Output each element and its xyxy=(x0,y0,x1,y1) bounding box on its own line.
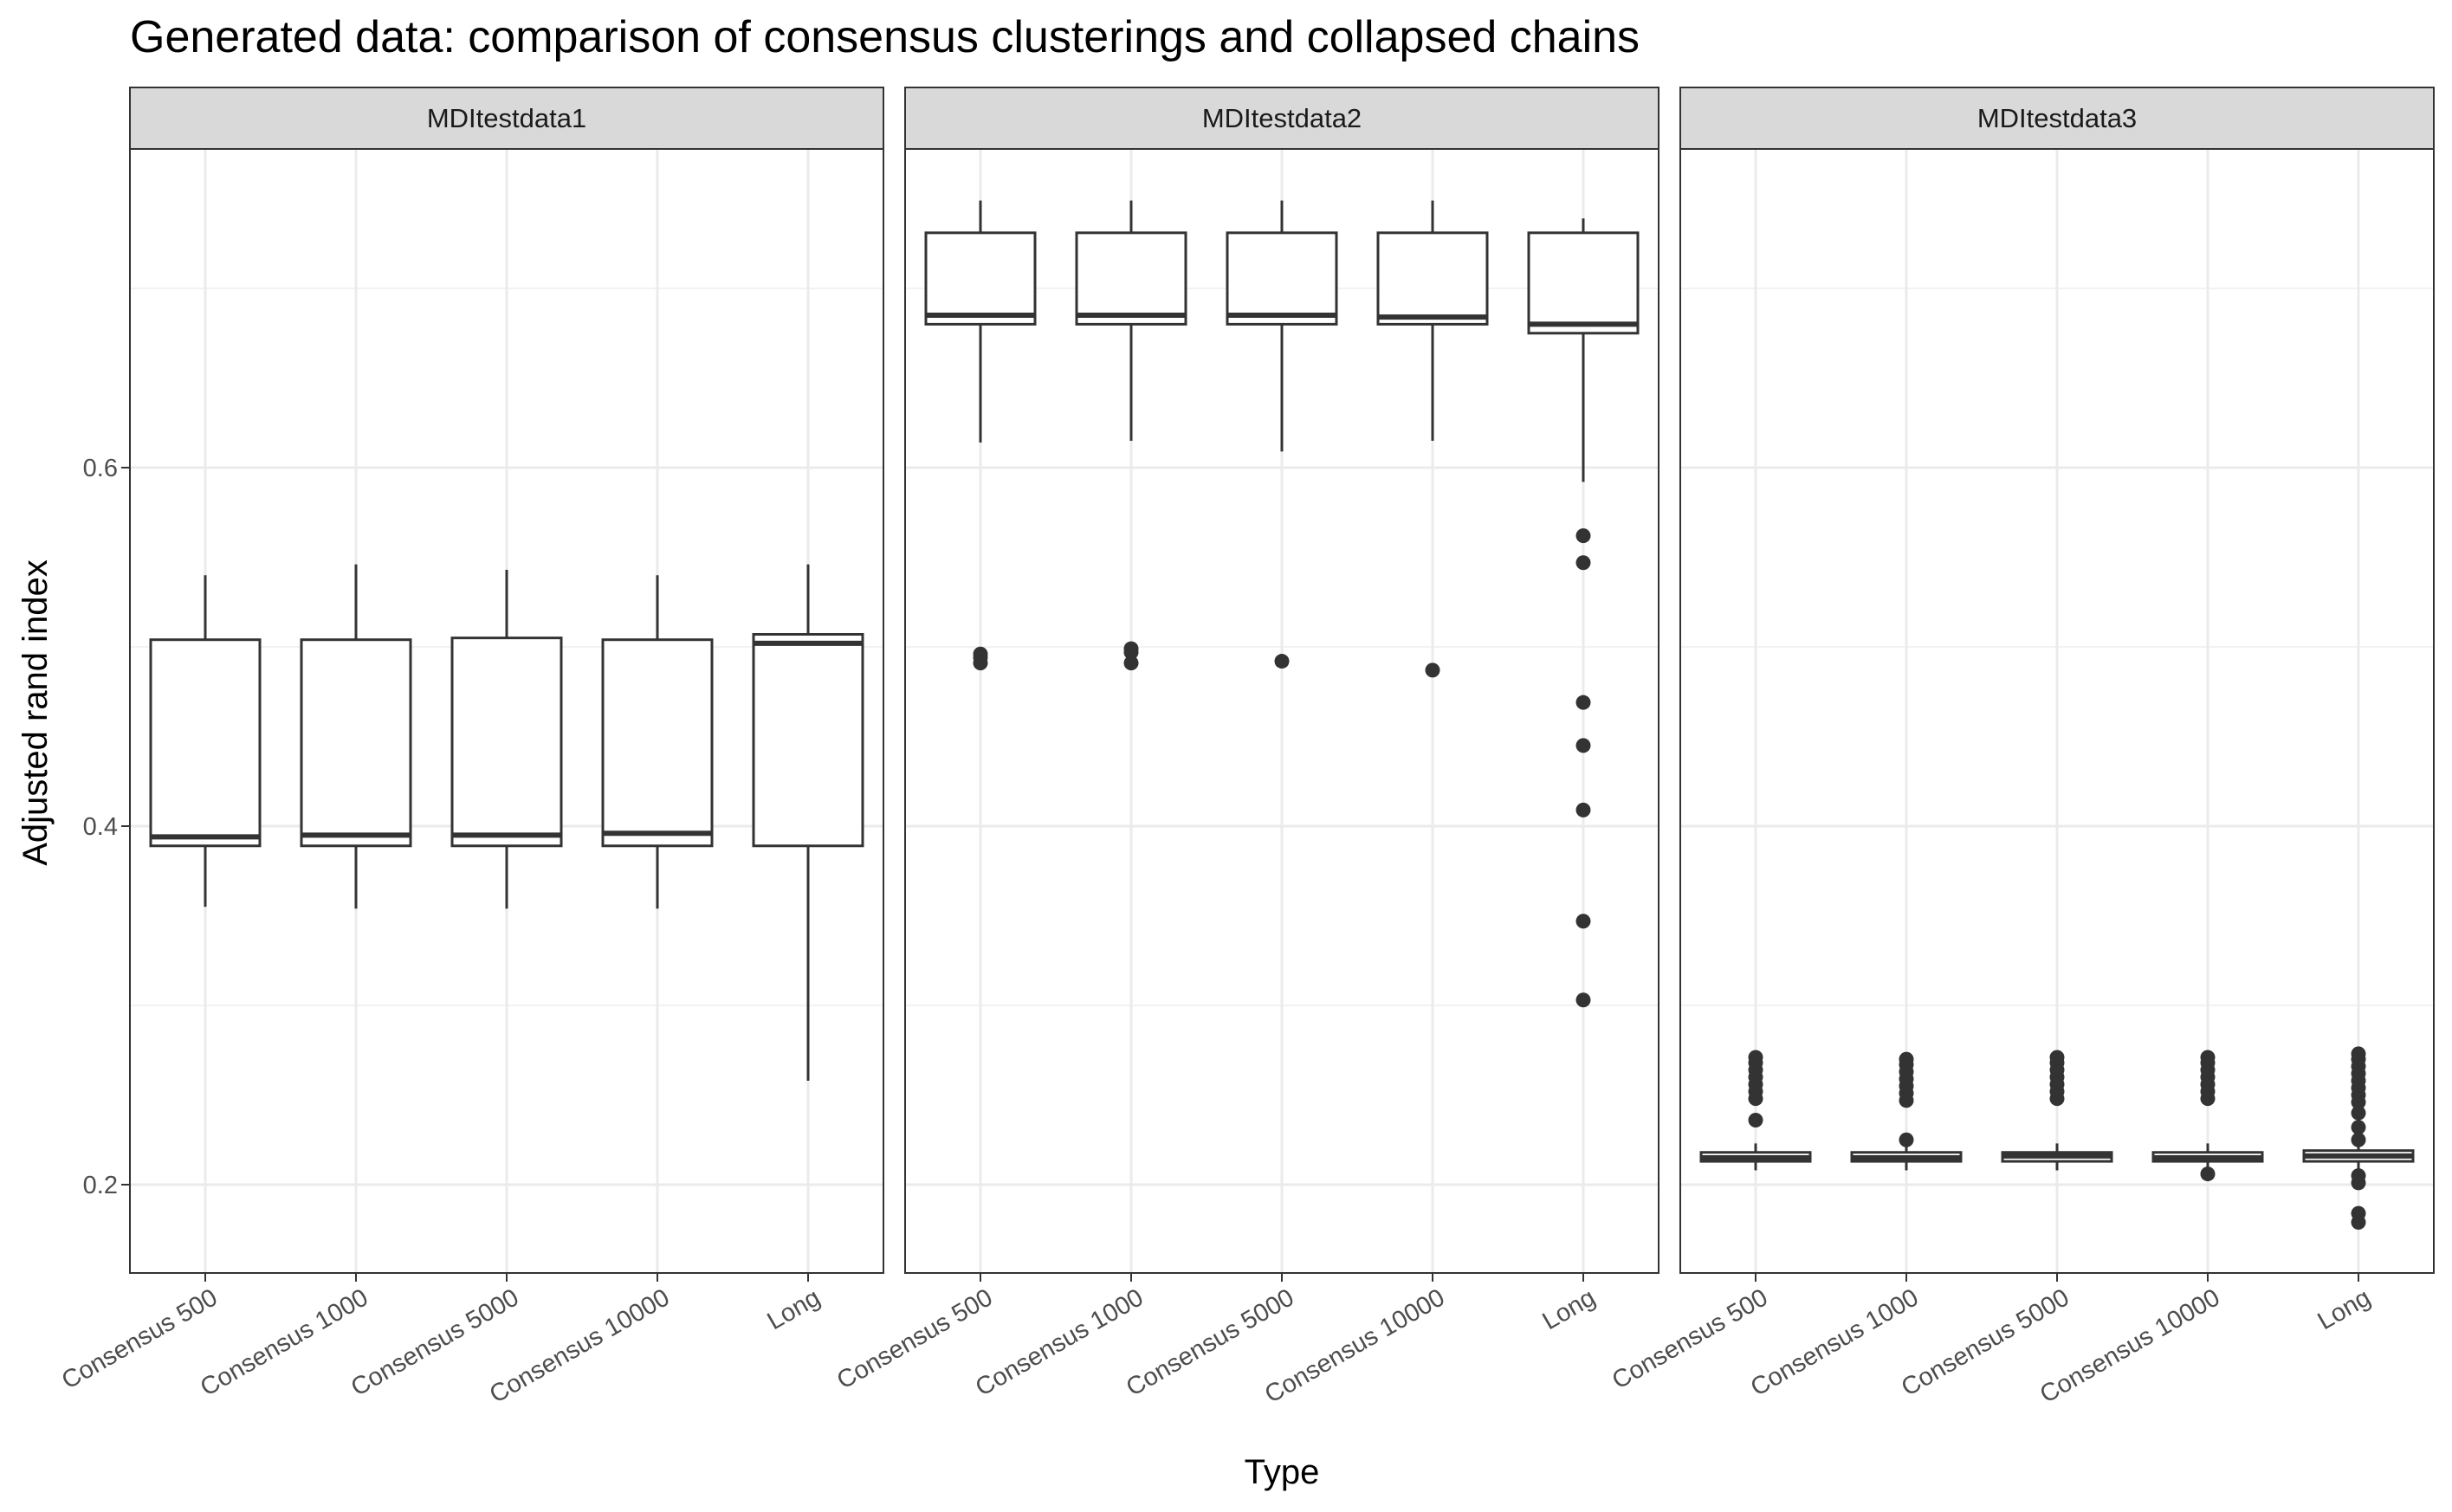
box-consensus-1000 xyxy=(1075,200,1187,671)
box-consensus-1000 xyxy=(300,564,412,909)
facet-strip xyxy=(1679,87,2435,150)
outlier-point xyxy=(1123,644,1139,660)
outlier-point xyxy=(2351,1120,2366,1135)
box-consensus-5000 xyxy=(1226,200,1338,669)
outlier-point xyxy=(2351,1168,2366,1184)
outlier-point xyxy=(2351,1132,2366,1147)
box-iqr xyxy=(752,633,864,848)
box-iqr xyxy=(1226,231,1338,326)
box-long xyxy=(752,564,864,1081)
box-iqr xyxy=(149,638,262,848)
box-consensus-10000 xyxy=(1376,200,1489,678)
y-axis-title: Adjusted rand index xyxy=(16,559,55,866)
outlier-point xyxy=(1575,738,1591,753)
x-axis-title: Type xyxy=(1245,1453,1320,1491)
box-iqr xyxy=(601,638,714,848)
outlier-point xyxy=(1748,1112,1763,1128)
box-consensus-500 xyxy=(924,200,1037,671)
outlier-point xyxy=(1274,654,1290,669)
facet-strip-label: MDItestdata3 xyxy=(1977,103,2137,133)
box-iqr xyxy=(1527,231,1640,335)
outlier-point xyxy=(1575,555,1591,571)
y-tick-label: 0.4 xyxy=(83,813,118,841)
box-consensus-1000 xyxy=(1850,1051,1963,1171)
chart-title: Generated data: comparison of consensus … xyxy=(130,12,1640,62)
box-consensus-5000 xyxy=(450,569,563,909)
outlier-point xyxy=(1575,695,1591,710)
outlier-point xyxy=(1425,662,1440,678)
outlier-point xyxy=(2351,1205,2366,1221)
outlier-point xyxy=(1575,528,1591,544)
box-consensus-10000 xyxy=(601,575,714,909)
outlier-point xyxy=(2351,1105,2366,1121)
box-iqr xyxy=(450,636,563,848)
outlier-point xyxy=(1748,1050,1763,1065)
outlier-point xyxy=(1575,992,1591,1008)
y-axis: 0.2 0.4 0.6 xyxy=(83,455,130,1199)
outlier-point xyxy=(2200,1166,2216,1182)
box-iqr xyxy=(924,231,1037,326)
box-consensus-10000 xyxy=(2151,1050,2264,1182)
outlier-point xyxy=(973,656,988,671)
box-iqr xyxy=(1376,231,1489,326)
outlier-point xyxy=(1899,1132,1914,1147)
box-long xyxy=(2302,1046,2415,1230)
y-tick-label: 0.2 xyxy=(83,1172,118,1199)
outlier-point xyxy=(1123,656,1139,671)
outlier-point xyxy=(2351,1046,2366,1062)
y-tick-label: 0.6 xyxy=(83,455,118,482)
outlier-point xyxy=(2049,1050,2065,1065)
box-consensus-5000 xyxy=(2001,1050,2113,1171)
facet-strip-label: MDItestdata2 xyxy=(1202,103,1362,133)
facet-strip-label: MDItestdata1 xyxy=(427,103,586,133)
box-consensus-500 xyxy=(1699,1050,1812,1171)
box-iqr xyxy=(1075,231,1187,326)
box-long xyxy=(1527,218,1640,1008)
outlier-point xyxy=(1575,914,1591,929)
box-iqr xyxy=(300,638,412,848)
box-consensus-500 xyxy=(149,575,262,908)
outlier-point xyxy=(1899,1051,1914,1067)
facet-strip xyxy=(129,87,884,150)
outlier-point xyxy=(2200,1050,2216,1065)
outlier-point xyxy=(1575,802,1591,817)
